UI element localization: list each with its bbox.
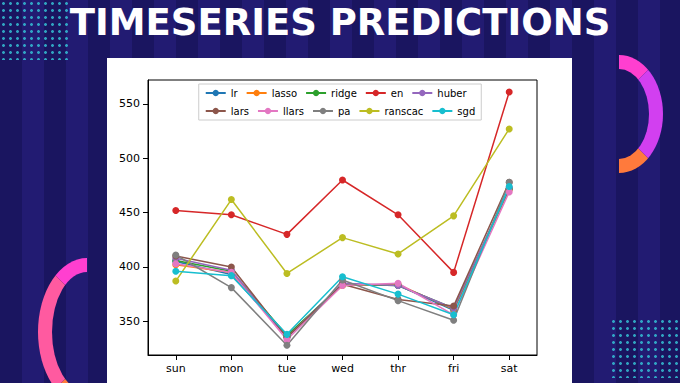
svg-text:500: 500 <box>119 152 140 165</box>
svg-text:en: en <box>391 88 404 99</box>
svg-text:400: 400 <box>119 260 140 273</box>
svg-text:350: 350 <box>119 315 140 328</box>
svg-text:tue: tue <box>278 362 296 375</box>
svg-text:wed: wed <box>331 362 354 375</box>
svg-text:lars: lars <box>231 106 249 117</box>
svg-text:lr: lr <box>231 88 239 99</box>
html-text:TIMESERIES PREDICTIONS: TIMESERIES PREDICTIONS <box>69 1 611 44</box>
svg-text:lasso: lasso <box>272 88 297 99</box>
svg-text:fri: fri <box>448 362 459 375</box>
svg-text:huber: huber <box>437 88 467 99</box>
svg-text:mon: mon <box>219 362 243 375</box>
svg-text:sun: sun <box>166 362 186 375</box>
svg-text:sat: sat <box>501 362 518 375</box>
svg-text:550: 550 <box>119 97 140 110</box>
svg-text:ranscac: ranscac <box>384 106 423 117</box>
svg-text:pa: pa <box>338 106 350 117</box>
svg-text:llars: llars <box>283 106 304 117</box>
svg-text:thr: thr <box>390 362 406 375</box>
svg-text:sgd: sgd <box>457 106 475 117</box>
svg-text:ridge: ridge <box>331 88 357 99</box>
svg-text:450: 450 <box>119 206 140 219</box>
